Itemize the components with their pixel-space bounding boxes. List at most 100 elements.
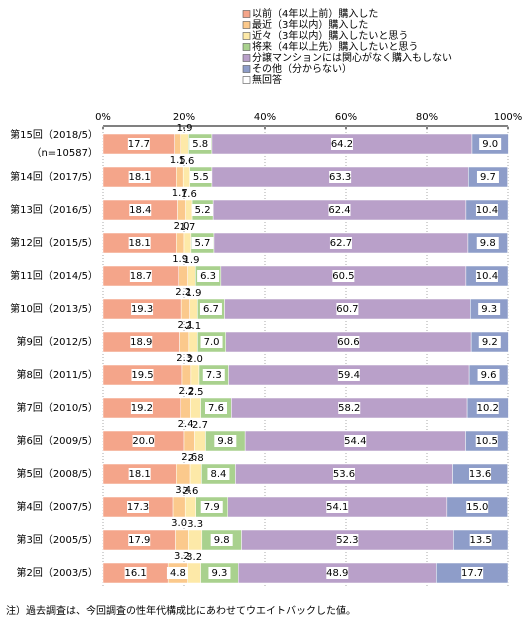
value-label: 1.9 [186, 288, 202, 299]
label-bg [329, 171, 352, 183]
y-tick-label: 第10回（2013/5） [10, 302, 98, 315]
value-label: 2.1 [185, 321, 201, 332]
value-label: 2.3 [176, 353, 192, 364]
value-label: 7.3 [206, 370, 222, 381]
value-label: 6.3 [200, 271, 216, 282]
y-tick-label: 第6回（2009/5） [16, 434, 98, 447]
value-label: 2.2 [178, 386, 194, 397]
label-bg [476, 402, 499, 414]
label-bg [166, 567, 189, 579]
x-tick-label: 20% [173, 112, 195, 123]
bar-segment [189, 463, 202, 485]
bar-segment [174, 133, 182, 155]
value-label: 1.9 [184, 255, 200, 266]
value-label: 16.1 [124, 568, 146, 579]
value-label: 4.8 [170, 568, 186, 579]
label-bg [214, 435, 237, 447]
label-bg [208, 567, 231, 579]
value-label: 54.4 [344, 436, 366, 447]
legend-swatch [242, 43, 251, 51]
value-label: 9.2 [482, 337, 498, 348]
label-bg [128, 468, 151, 480]
bar-segment [176, 463, 191, 485]
label-bg [478, 336, 501, 348]
label-bg [128, 534, 151, 546]
value-label: 19.2 [131, 403, 153, 414]
value-label: 60.6 [337, 337, 359, 348]
label-bg [329, 237, 352, 249]
legend-label: 最近（3年以内）購入した [252, 18, 368, 31]
value-label: 2.6 [181, 452, 197, 463]
value-label: 9.6 [481, 370, 497, 381]
bar-segment [188, 529, 203, 551]
bar-segment [188, 331, 198, 353]
value-label: 1.9 [172, 254, 188, 265]
label-bg [344, 435, 367, 447]
legend-swatch [242, 21, 251, 29]
value-label: 7.0 [204, 337, 220, 348]
bar-segment [176, 166, 184, 188]
label-bg [326, 567, 349, 579]
value-label: 58.2 [338, 403, 360, 414]
value-label: 2.2 [175, 287, 191, 298]
value-label: 9.8 [214, 535, 230, 546]
legend-swatch [242, 32, 251, 40]
legend-swatch [242, 10, 251, 18]
value-label: 15.0 [466, 502, 488, 513]
value-label: 63.3 [329, 172, 351, 183]
label-bg [461, 567, 484, 579]
legend-label: 以前（4年以上前）購入した [252, 7, 378, 20]
label-bg [200, 501, 223, 513]
value-label: 1.5 [170, 155, 186, 166]
value-label: 18.4 [129, 205, 151, 216]
label-bg [191, 237, 214, 249]
x-tick-label: 40% [254, 112, 276, 123]
value-label: 1.6 [178, 156, 194, 167]
label-bg [131, 369, 154, 381]
label-bg [132, 435, 155, 447]
y-tick-label: 第3回（2005/5） [16, 533, 98, 546]
legend-label: 近々（3年以内）購入したいと思う [252, 29, 408, 42]
value-label: 7.6 [208, 403, 224, 414]
value-label: 19.5 [131, 370, 153, 381]
value-label: 10.4 [476, 205, 498, 216]
value-label: 9.0 [482, 139, 498, 150]
value-label: 9.3 [481, 304, 497, 315]
y-tick-label: 第5回（2008/5） [16, 467, 98, 480]
value-label: 18.1 [129, 469, 151, 480]
x-tick-label: 60% [335, 112, 357, 123]
bar-segment [182, 166, 190, 188]
label-bg [476, 237, 499, 249]
bar-segment [181, 364, 192, 386]
bar-segment [176, 232, 185, 254]
value-label: 19.3 [131, 304, 153, 315]
value-label: 5.8 [192, 139, 208, 150]
value-label: 6.7 [203, 304, 219, 315]
value-label: 64.2 [331, 139, 353, 150]
label-bg [202, 369, 225, 381]
value-label: 17.9 [128, 535, 150, 546]
bar-segment [194, 430, 206, 452]
label-bg [330, 138, 353, 150]
value-label: 59.4 [338, 370, 360, 381]
value-label: 2.1 [177, 320, 193, 331]
label-bg [469, 468, 492, 480]
value-label: 5.5 [193, 172, 209, 183]
value-label: 8.4 [210, 469, 226, 480]
label-bg [207, 468, 230, 480]
label-bg [128, 237, 151, 249]
value-label: 17.7 [128, 139, 150, 150]
bar-segment [180, 298, 190, 320]
label-bg [337, 369, 360, 381]
y-tick-label: 第11回（2014/5） [10, 269, 98, 282]
value-label: 9.7 [480, 172, 496, 183]
legend-swatch [242, 54, 251, 62]
bar-segment [179, 331, 190, 353]
value-label: 10.5 [476, 436, 498, 447]
value-label: 1.6 [181, 189, 197, 200]
value-label: 18.9 [130, 337, 152, 348]
bar-segment [178, 265, 188, 287]
bar-segment [180, 397, 191, 419]
bar-segment [180, 133, 189, 155]
